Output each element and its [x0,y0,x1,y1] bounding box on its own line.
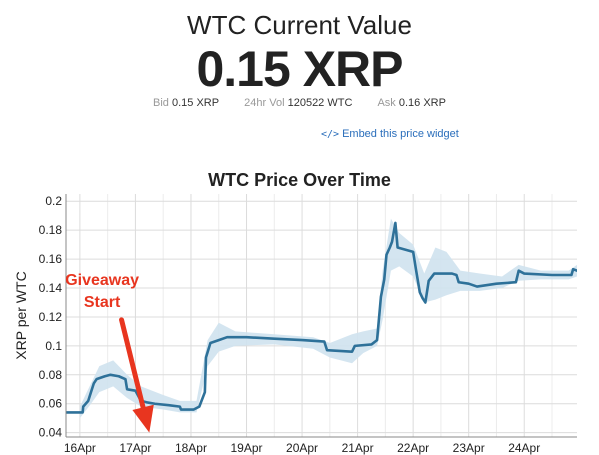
y-tick-label: 0.06 [39,397,63,411]
price-chart: 0.04 0.06 0.08 0.1 0.12 0.14 0.16 0.18 0.2 16Apr… [13,194,577,455]
ask-value: 0.16 XRP [398,97,446,109]
embed-link-label: Embed this price widget [342,128,459,140]
bid-stat: Bid 0.15 XRP [153,97,219,109]
confidence-band-layer [79,218,577,419]
ask-label: Ask [377,97,396,109]
page-title: WTC Current Value [187,10,412,40]
axes [65,194,577,438]
current-value: 0.15 XRP [196,41,403,97]
embed-widget-link[interactable]: </> Embed this price widget [321,128,459,140]
x-gridlines [79,194,553,437]
chart-title: WTC Price Over Time [208,170,391,190]
bid-value: 0.15 XRP [172,97,220,109]
x-tick-label: 17Apr [119,441,151,455]
annotation-layer: Giveaway Start [65,272,154,433]
annotation-arrow-shaft [119,317,146,410]
x-tick-label: 18Apr [175,441,207,455]
x-tick-labels: 16Apr 17Apr 18Apr 19Apr 20Apr 21Apr 22Apr 23Apr… [64,441,540,455]
x-tick-label: 21Apr [342,441,374,455]
annotation-text: Start [84,294,121,311]
volume-label: 24hr Vol [244,97,285,109]
x-tick-label: 16Apr [64,441,96,455]
y-tick-label: 0.18 [39,223,63,237]
y-tick-label: 0.14 [39,281,63,295]
ask-stat: Ask 0.16 XRP [377,97,446,109]
bid-label: Bid [153,97,169,109]
y-tick-label: 0.2 [45,194,62,208]
price-range-band [79,218,577,419]
annotation-arrow-head [132,404,154,433]
price-stats: Bid 0.15 XRP 24hr Vol 120522 WTC Ask 0.1… [0,97,599,109]
annotation-text: Giveaway [65,272,139,289]
x-tick-label: 24Apr [508,441,540,455]
code-icon: </> [321,129,340,140]
y-tick-label: 0.04 [39,426,63,440]
y-tick-labels: 0.04 0.06 0.08 0.1 0.12 0.14 0.16 0.18 0.2 [39,194,63,439]
volume-stat: 24hr Vol 120522 WTC [244,97,352,109]
volume-value: 120522 WTC [287,97,353,109]
x-tick-label: 23Apr [453,441,485,455]
y-tick-label: 0.12 [39,310,63,324]
y-axis-title: XRP per WTC [13,271,29,359]
price-line-layer [66,221,577,414]
y-tick-label: 0.16 [39,252,63,266]
y-tick-label: 0.08 [39,368,63,382]
x-tick-label: 20Apr [286,441,318,455]
x-tick-label: 19Apr [231,441,263,455]
x-tick-label: 22Apr [397,441,429,455]
price-line [66,221,577,414]
y-tick-label: 0.1 [45,339,62,353]
